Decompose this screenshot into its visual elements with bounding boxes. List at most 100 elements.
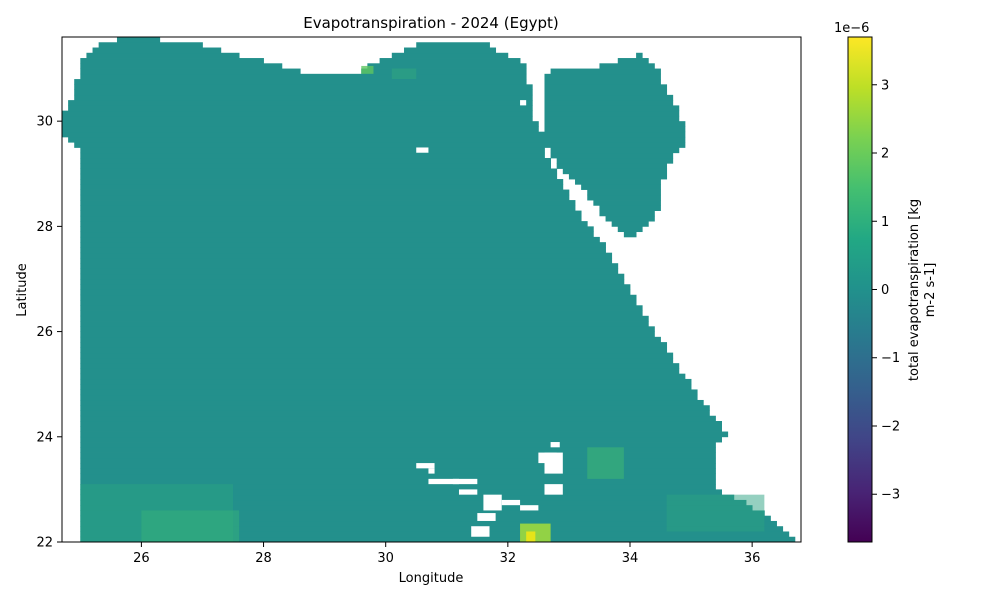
heatmap-cell-run [550, 147, 680, 154]
heatmap-cell-run [80, 531, 790, 538]
heatmap-cell-run [80, 147, 545, 154]
no-data-cell [458, 489, 478, 495]
heatmap-cell-run [80, 189, 570, 196]
heatmap-cell-run [80, 468, 716, 475]
no-data-cell [477, 513, 496, 521]
heatmap-cell-run [80, 305, 643, 311]
heatmap-cell-run [80, 58, 264, 64]
no-data-cell [416, 463, 435, 469]
heatmap-cell-run [80, 489, 722, 496]
heatmap-cell-run [74, 89, 533, 96]
heatmap-cell-run [80, 352, 674, 359]
heatmap-cell-run [80, 478, 716, 485]
heatmap-cell-run [62, 110, 533, 117]
no-data-cell [428, 468, 435, 474]
heatmap-cell-run [80, 173, 558, 180]
heatmap-cell-run [92, 47, 222, 54]
heatmap-cell-run [80, 536, 796, 542]
heatmap-cell-run [80, 520, 777, 527]
heatmap-cell-run [80, 194, 570, 201]
heatmap-cell-run [80, 221, 588, 227]
heatmap-cell-run [80, 231, 594, 238]
x-tick-label: 30 [377, 551, 394, 566]
heatmap-cell-run [80, 289, 631, 296]
heatmap-cell-run [80, 363, 680, 369]
heatmap-cell-run [80, 294, 637, 301]
heatmap-cell-run [80, 331, 655, 338]
x-tick-label: 26 [133, 551, 150, 566]
heatmap-cell-run [556, 157, 674, 164]
heatmap-cell-run [80, 200, 576, 206]
heatmap-cell-run [80, 278, 625, 285]
heatmap-cell-run [544, 105, 680, 112]
colorbar-axis: 3 2 1 0 −1 −2 −3 [872, 78, 900, 503]
heatmap-cell-run [86, 52, 240, 59]
no-data-cell [471, 526, 490, 537]
heatmap-cell-run [617, 58, 649, 64]
heatmap-cell-run [80, 321, 649, 327]
heatmap-cell-run [74, 79, 527, 85]
heatmap-cell-run [80, 442, 716, 448]
colorbar-tick-label: 0 [881, 283, 889, 298]
heatmap-cell-run [611, 221, 649, 227]
heatmap-cell-run [550, 68, 661, 75]
heatmap-highlight-cell [391, 68, 417, 80]
plot-frame [61, 36, 802, 543]
heatmap-cell-run [80, 515, 771, 522]
heatmap-cell-run [404, 47, 497, 54]
heatmap-cell-run [68, 105, 533, 112]
heatmap-cell-run [587, 189, 661, 196]
heatmap-cell-run [562, 168, 668, 175]
no-data-cell [538, 452, 557, 464]
colorbar [847, 36, 873, 543]
heatmap-cell-run [80, 326, 655, 332]
heatmap-cell-run [80, 484, 716, 490]
no-data-cell [520, 505, 539, 511]
heatmap-cell-run [80, 342, 668, 348]
heatmap-cell-run [623, 231, 637, 238]
heatmap-highlight-cell [526, 531, 536, 542]
heatmap-cell-run [80, 436, 722, 443]
heatmap-cell-run [80, 236, 600, 243]
heatmap-cell-run [80, 415, 716, 422]
heatmap-cell-run [80, 473, 716, 480]
colorbar-multiplier: 1e−6 [834, 21, 869, 36]
heatmap-cell-run [80, 215, 582, 222]
heatmap-cell-run [74, 142, 686, 148]
heatmap-cell-run [80, 310, 643, 317]
heatmap-cell-run [68, 136, 686, 143]
heatmap-cell-run [80, 163, 551, 169]
heatmap-cell-run [544, 121, 686, 127]
heatmap-cell-run [68, 100, 533, 106]
heatmap-cell-run [391, 52, 509, 59]
heatmap-cell-run [587, 194, 661, 201]
heatmap-cell-run [80, 499, 747, 506]
heatmap-cell-run [98, 42, 203, 48]
heatmap-cell-run [80, 405, 710, 411]
heatmap-highlight-cell [587, 447, 624, 479]
heatmap-cell-run [575, 179, 661, 185]
heatmap-cell-run [80, 315, 649, 322]
colorbar-label-line2: m-2 s-1] [923, 263, 938, 318]
heatmap-cell-run [80, 426, 722, 432]
heatmap-cell-run [550, 152, 674, 159]
no-data-cell [483, 494, 502, 511]
y-tick-label: 26 [36, 325, 53, 340]
heatmap-cell-run [80, 263, 619, 269]
heatmap-cell-run [544, 94, 674, 101]
heatmap-cell-run [80, 505, 753, 511]
y-tick-label: 28 [36, 220, 53, 235]
heatmap-cell-run [416, 42, 490, 48]
heatmap-cell-run [379, 58, 521, 64]
x-tick-label: 28 [255, 551, 272, 566]
heatmap-cell-run [80, 431, 729, 438]
heatmap-cell-run [80, 463, 716, 469]
heatmap-cell-run [544, 115, 680, 122]
heatmap-cell-run [80, 494, 735, 501]
heatmap-grid [62, 37, 796, 542]
heatmap-cell-run [361, 68, 527, 75]
heatmap-cell-run [80, 157, 551, 164]
colorbar-tick-label: 2 [881, 147, 889, 162]
heatmap-cell-run [636, 52, 643, 59]
